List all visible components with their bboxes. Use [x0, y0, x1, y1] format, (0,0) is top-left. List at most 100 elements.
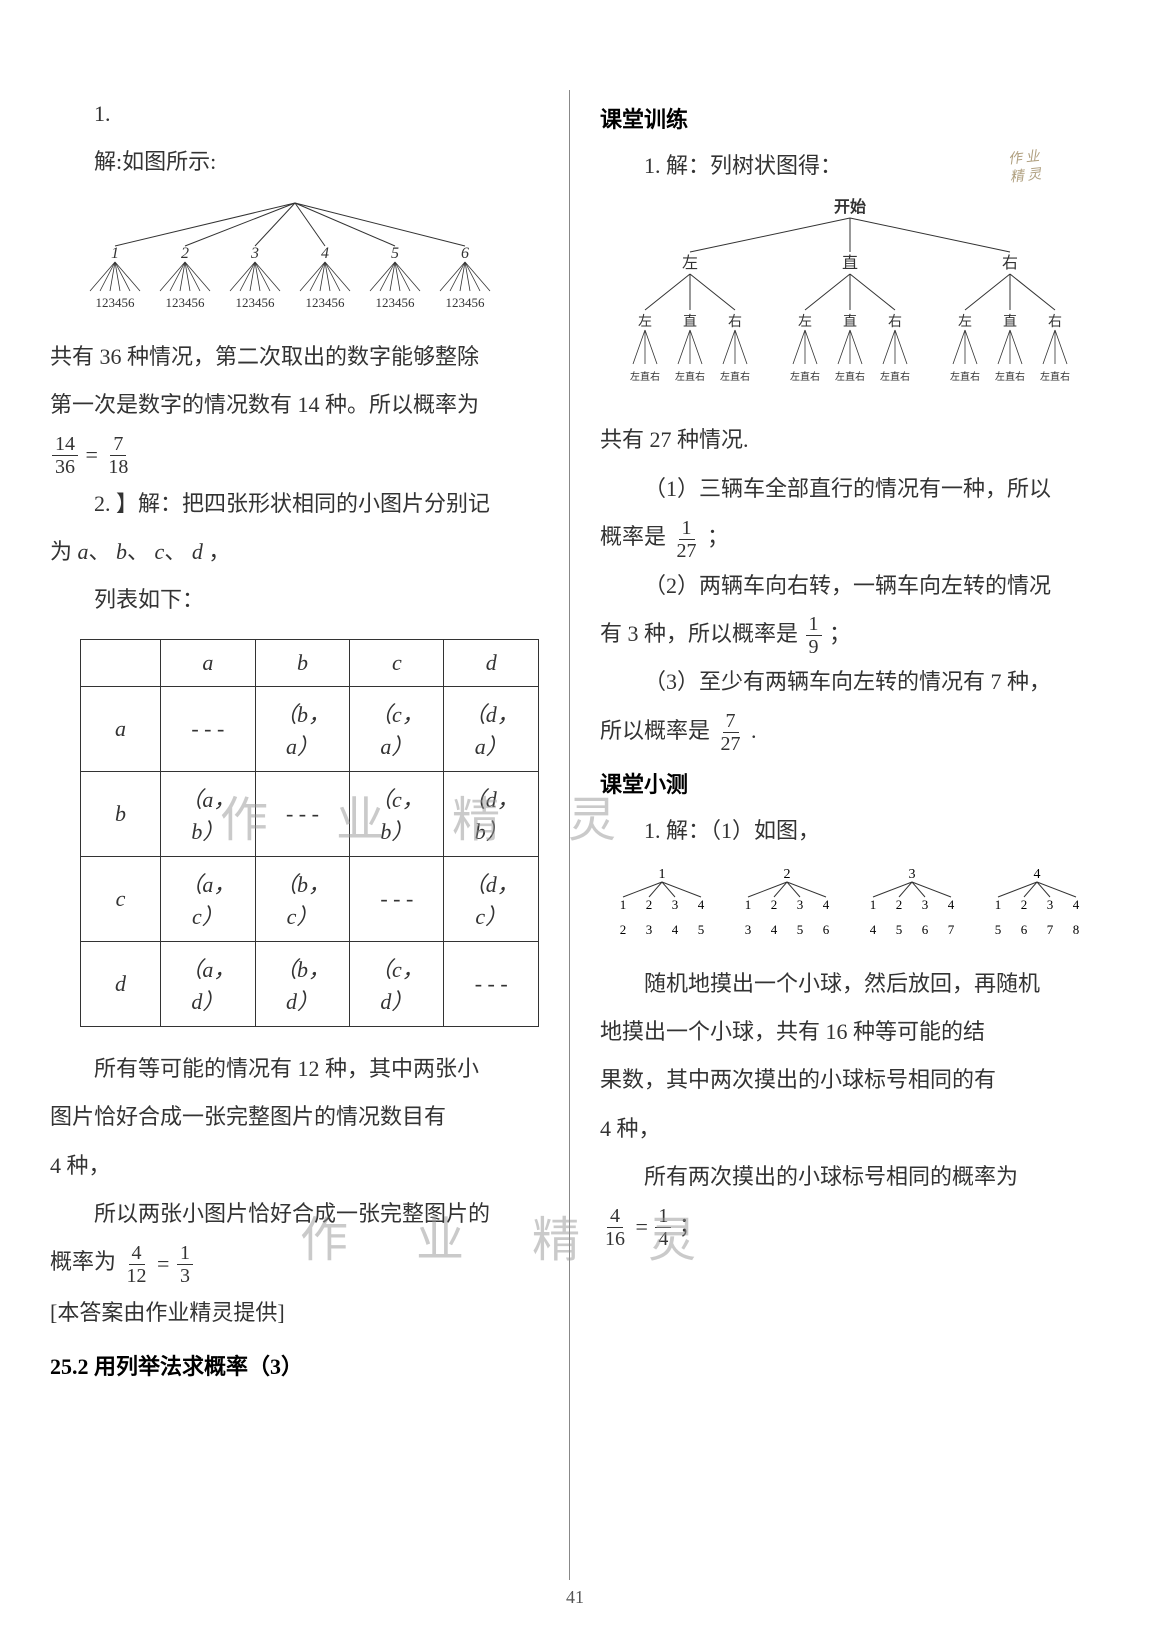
- table-cell: - - -: [161, 686, 256, 771]
- mini-tree: 412345678: [980, 864, 1095, 944]
- table-cell: - - -: [444, 941, 539, 1026]
- table-header-cell: [81, 639, 161, 686]
- svg-text:4: 4: [698, 897, 705, 912]
- svg-text:左直右: 左直右: [835, 370, 865, 383]
- svg-text:4: 4: [672, 922, 679, 937]
- svg-text:4: 4: [771, 922, 778, 937]
- svg-text:6: 6: [823, 922, 830, 937]
- q1-line1: 解:如图所示:: [50, 138, 539, 186]
- q2-line7: 所以两张小图片恰好合成一张完整图片的: [50, 1190, 539, 1238]
- r-q1-p3b: 所以概率是 727 .: [600, 707, 1100, 755]
- q1-fraction-line: 1436 = 718: [50, 430, 539, 480]
- svg-text:直: 直: [1003, 313, 1017, 330]
- q2-line8: 概率为 412 = 13: [50, 1238, 539, 1288]
- table-cell: （a，c）: [161, 856, 256, 941]
- r-q1-p1: （1）三辆车全部直行的情况有一种，所以: [600, 465, 1100, 513]
- svg-text:1: 1: [995, 897, 1002, 912]
- r-q2-line4: 果数，其中两次摸出的小球标号相同的有: [600, 1056, 1100, 1104]
- section-title-25-2: 25.2 用列举法求概率（3）: [50, 1349, 539, 1381]
- r-q2-line6: 所有两次摸出的小球标号相同的概率为: [600, 1153, 1100, 1201]
- svg-text:2: 2: [646, 897, 653, 912]
- mini-tree: 112342345: [605, 864, 720, 944]
- svg-text:3: 3: [646, 922, 653, 937]
- svg-text:左: 左: [682, 254, 698, 272]
- svg-text:1: 1: [870, 897, 877, 912]
- table-header-cell: b: [255, 639, 350, 686]
- svg-text:2: 2: [771, 897, 778, 912]
- r-q1-line2: 共有 27 种情况.: [600, 416, 1100, 464]
- left-column: 1. 解:如图所示: 11234562123456312345641234565…: [50, 90, 539, 1570]
- svg-text:直: 直: [683, 313, 697, 330]
- svg-text:4: 4: [1073, 897, 1080, 912]
- svg-text:6: 6: [461, 245, 469, 262]
- r-q1-p3: （3）至少有两辆车向左转的情况有 7 种，: [600, 658, 1100, 706]
- table-cell: （a，b）: [161, 771, 256, 856]
- svg-text:5: 5: [797, 922, 804, 937]
- svg-text:左直右: 左直右: [880, 370, 910, 383]
- svg-text:3: 3: [909, 867, 916, 882]
- stamp-watermark: 作 业 精 灵: [1007, 148, 1042, 187]
- table-cell: （b，c）: [255, 856, 350, 941]
- svg-text:开始: 开始: [834, 197, 866, 216]
- svg-text:123456: 123456: [305, 295, 345, 310]
- r-q2-line5: 4 种，: [600, 1105, 1100, 1153]
- provider-note: [本答案由作业精灵提供]: [50, 1289, 539, 1337]
- svg-text:3: 3: [922, 897, 929, 912]
- svg-text:左直右: 左直右: [790, 370, 820, 383]
- page-container: 1. 解:如图所示: 11234562123456312345641234565…: [50, 90, 1100, 1570]
- table-cell: （d，b）: [444, 771, 539, 856]
- svg-text:4: 4: [870, 922, 877, 937]
- svg-text:右: 右: [1048, 314, 1062, 330]
- q1-line3: 第一次是数字的情况数有 14 种。所以概率为: [50, 381, 539, 429]
- svg-text:左: 左: [798, 314, 812, 330]
- q2-line5: 图片恰好合成一张完整图片的情况数目有: [50, 1093, 539, 1141]
- outcome-table: abcda- - -（b，a）（c，a）（d，a）b（a，b）- - -（c，b…: [80, 639, 539, 1027]
- svg-text:1: 1: [111, 245, 119, 262]
- q1-number: 1.: [50, 90, 539, 138]
- section-classroom-quiz: 课堂小测: [600, 767, 1100, 799]
- section-classroom-training: 课堂训练: [600, 102, 1100, 134]
- svg-text:2: 2: [1021, 897, 1028, 912]
- svg-text:右: 右: [1002, 254, 1018, 272]
- svg-text:1: 1: [745, 897, 752, 912]
- table-cell: （c，b）: [350, 771, 444, 856]
- r-q1-p2: （2）两辆车向右转，一辆车向左转的情况: [600, 562, 1100, 610]
- svg-text:123456: 123456: [95, 295, 135, 310]
- svg-text:4: 4: [823, 897, 830, 912]
- svg-text:1: 1: [659, 867, 666, 882]
- svg-text:3: 3: [1047, 897, 1054, 912]
- svg-text:7: 7: [948, 922, 955, 937]
- q2-line2: 为 a、 b、 c、 d ，: [50, 528, 539, 576]
- svg-text:5: 5: [391, 245, 399, 262]
- svg-text:7: 7: [1047, 922, 1054, 937]
- table-cell: （b，a）: [255, 686, 350, 771]
- svg-text:5: 5: [896, 922, 903, 937]
- svg-text:直: 直: [843, 313, 857, 330]
- page-number: 41: [0, 1587, 1150, 1608]
- svg-text:123456: 123456: [235, 295, 275, 310]
- r-q1-p1b: 概率是 127 ；: [600, 513, 1100, 561]
- table-cell: （a，d）: [161, 941, 256, 1026]
- svg-text:3: 3: [250, 245, 259, 262]
- svg-text:3: 3: [797, 897, 804, 912]
- table-cell: - - -: [350, 856, 444, 941]
- svg-text:6: 6: [922, 922, 929, 937]
- svg-text:123456: 123456: [165, 295, 205, 310]
- svg-text:左直右: 左直右: [1040, 370, 1070, 383]
- table-cell: - - -: [255, 771, 350, 856]
- svg-text:左: 左: [958, 314, 972, 330]
- table-header-cell: c: [350, 639, 444, 686]
- q2-line1: 2. 】解：把四张形状相同的小图片分别记: [50, 480, 539, 528]
- svg-text:左直右: 左直右: [675, 370, 705, 383]
- mini-tree: 212343456: [730, 864, 845, 944]
- svg-text:123456: 123456: [445, 295, 485, 310]
- mini-tree: 312344567: [855, 864, 970, 944]
- svg-text:123456: 123456: [375, 295, 415, 310]
- r-q1-p2b: 有 3 种，所以概率是 19 ；: [600, 610, 1100, 658]
- table-cell: （d，c）: [444, 856, 539, 941]
- table-cell: b: [81, 771, 161, 856]
- svg-text:8: 8: [1073, 922, 1080, 937]
- svg-text:左直右: 左直右: [950, 370, 980, 383]
- r-q2-line2: 随机地摸出一个小球，然后放回，再随机: [600, 960, 1100, 1008]
- svg-text:左直右: 左直右: [630, 370, 660, 383]
